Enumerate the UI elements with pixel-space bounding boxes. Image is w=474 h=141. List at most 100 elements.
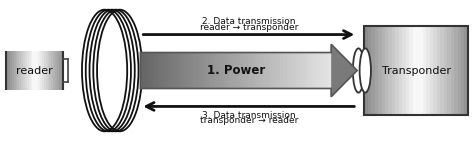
Bar bbox=[364, 26, 368, 115]
Bar bbox=[319, 53, 322, 88]
Bar bbox=[59, 18, 61, 123]
Bar bbox=[457, 26, 461, 115]
Bar bbox=[280, 53, 283, 88]
Bar bbox=[437, 26, 440, 115]
Bar bbox=[430, 26, 433, 115]
Bar bbox=[8, 18, 10, 123]
Bar bbox=[454, 26, 457, 115]
Bar bbox=[40, 18, 42, 123]
Bar bbox=[12, 18, 14, 123]
Bar bbox=[382, 26, 385, 115]
Bar bbox=[246, 53, 248, 88]
Bar bbox=[371, 26, 374, 115]
Bar bbox=[306, 53, 309, 88]
Bar bbox=[38, 18, 40, 123]
Bar bbox=[248, 53, 252, 88]
Bar bbox=[385, 26, 388, 115]
Bar bbox=[239, 53, 242, 88]
Bar bbox=[322, 53, 325, 88]
Bar bbox=[207, 53, 210, 88]
Bar bbox=[163, 53, 166, 88]
Bar bbox=[201, 53, 204, 88]
Text: 1. Power: 1. Power bbox=[207, 64, 265, 77]
Bar bbox=[440, 26, 444, 115]
Bar bbox=[252, 53, 255, 88]
Bar bbox=[287, 53, 290, 88]
Bar bbox=[412, 26, 416, 115]
Text: reader: reader bbox=[16, 66, 53, 75]
Bar bbox=[402, 26, 406, 115]
Bar bbox=[159, 53, 163, 88]
Bar bbox=[423, 26, 427, 115]
Bar bbox=[277, 53, 280, 88]
Bar bbox=[274, 53, 277, 88]
Bar bbox=[169, 53, 172, 88]
Bar bbox=[166, 53, 169, 88]
Bar bbox=[23, 18, 25, 123]
Text: 2. Data transmission: 2. Data transmission bbox=[202, 17, 295, 26]
Bar bbox=[406, 26, 409, 115]
Bar bbox=[283, 53, 287, 88]
Bar bbox=[229, 53, 233, 88]
Bar bbox=[233, 53, 236, 88]
Bar bbox=[47, 18, 49, 123]
Bar bbox=[290, 53, 293, 88]
Bar bbox=[416, 26, 419, 115]
Bar bbox=[368, 26, 371, 115]
Bar bbox=[33, 18, 35, 123]
Bar bbox=[213, 53, 217, 88]
Bar bbox=[10, 18, 12, 123]
Bar bbox=[451, 26, 454, 115]
Bar bbox=[264, 53, 267, 88]
Bar bbox=[194, 53, 198, 88]
Bar bbox=[302, 53, 306, 88]
Bar bbox=[55, 18, 57, 123]
Bar bbox=[325, 53, 328, 88]
Ellipse shape bbox=[78, 10, 146, 131]
Polygon shape bbox=[1, 1, 140, 51]
Bar bbox=[27, 18, 29, 123]
Bar bbox=[51, 18, 53, 123]
Bar bbox=[461, 26, 465, 115]
Bar bbox=[53, 18, 55, 123]
Ellipse shape bbox=[353, 48, 364, 93]
Bar bbox=[6, 18, 8, 123]
Bar bbox=[18, 18, 19, 123]
Text: Transponder: Transponder bbox=[382, 66, 451, 75]
Bar bbox=[300, 53, 302, 88]
Bar bbox=[31, 18, 33, 123]
Ellipse shape bbox=[360, 48, 371, 93]
Bar bbox=[175, 53, 179, 88]
Text: reader → transponder: reader → transponder bbox=[200, 23, 298, 32]
Bar bbox=[328, 53, 331, 88]
Bar bbox=[388, 26, 392, 115]
Polygon shape bbox=[1, 90, 140, 140]
Bar bbox=[427, 26, 430, 115]
Bar bbox=[217, 53, 220, 88]
Bar bbox=[42, 18, 44, 123]
Bar bbox=[19, 18, 21, 123]
Bar bbox=[57, 18, 59, 123]
Bar bbox=[236, 53, 239, 88]
Bar bbox=[433, 26, 437, 115]
Bar bbox=[25, 18, 27, 123]
Bar bbox=[315, 53, 319, 88]
Bar bbox=[147, 53, 150, 88]
Bar bbox=[29, 18, 31, 123]
Bar bbox=[185, 53, 188, 88]
Bar bbox=[395, 26, 399, 115]
Bar bbox=[465, 26, 468, 115]
Bar bbox=[36, 18, 38, 123]
Bar bbox=[35, 18, 36, 123]
Bar bbox=[204, 53, 207, 88]
Bar bbox=[312, 53, 315, 88]
Bar bbox=[61, 18, 63, 123]
Bar bbox=[242, 53, 246, 88]
Bar bbox=[179, 53, 182, 88]
Text: transponder → reader: transponder → reader bbox=[200, 116, 298, 125]
Bar bbox=[14, 18, 16, 123]
Bar bbox=[188, 53, 191, 88]
Bar bbox=[156, 53, 159, 88]
Bar bbox=[409, 26, 412, 115]
Bar bbox=[226, 53, 229, 88]
